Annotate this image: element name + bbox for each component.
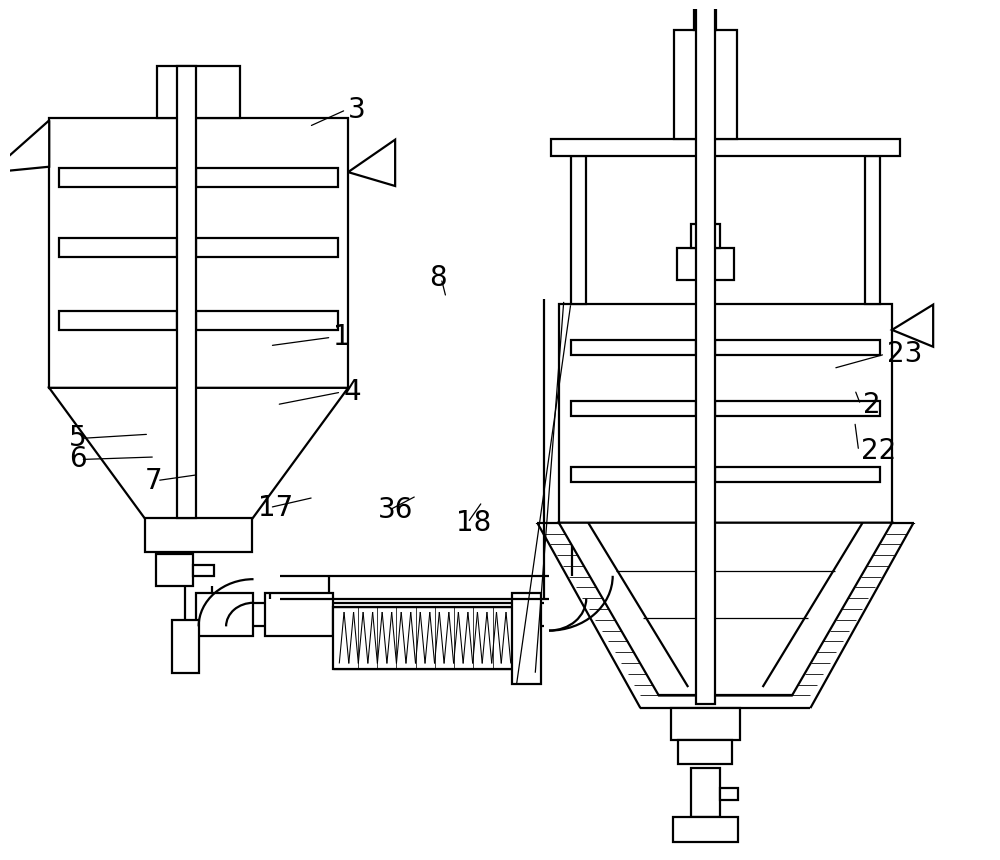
- Bar: [865, 157, 880, 304]
- Polygon shape: [49, 388, 348, 519]
- Bar: [157, 66, 240, 118]
- Bar: [715, 340, 880, 355]
- Bar: [49, 118, 348, 388]
- Text: 1: 1: [333, 323, 351, 351]
- Text: 2: 2: [863, 390, 880, 419]
- Text: 6: 6: [69, 445, 86, 474]
- Bar: [715, 467, 880, 482]
- Text: 23: 23: [887, 341, 922, 368]
- Bar: [551, 139, 900, 157]
- Text: 18: 18: [456, 509, 491, 537]
- Bar: [671, 708, 740, 740]
- Bar: [156, 554, 193, 586]
- Bar: [193, 564, 214, 576]
- Bar: [674, 30, 737, 139]
- Bar: [177, 66, 196, 519]
- Bar: [571, 401, 696, 416]
- Bar: [196, 238, 338, 257]
- Bar: [691, 224, 720, 248]
- Bar: [678, 740, 732, 764]
- Bar: [333, 607, 517, 668]
- Bar: [512, 593, 541, 684]
- Text: 4: 4: [343, 378, 361, 406]
- Bar: [196, 169, 338, 187]
- Bar: [571, 467, 696, 482]
- Bar: [172, 620, 199, 673]
- Text: 8: 8: [429, 264, 447, 292]
- Text: 22: 22: [861, 437, 896, 465]
- Text: 3: 3: [348, 95, 366, 124]
- Polygon shape: [348, 139, 395, 186]
- Bar: [691, 768, 720, 817]
- Bar: [559, 304, 892, 523]
- Polygon shape: [892, 304, 933, 347]
- Bar: [571, 340, 696, 355]
- Bar: [265, 593, 333, 636]
- Bar: [720, 788, 738, 800]
- Bar: [59, 311, 177, 329]
- Bar: [677, 248, 734, 280]
- Text: 36: 36: [378, 496, 413, 524]
- Text: 7: 7: [145, 467, 163, 494]
- Bar: [145, 519, 252, 552]
- Text: 5: 5: [69, 425, 86, 452]
- Polygon shape: [559, 523, 892, 696]
- Bar: [694, 0, 716, 30]
- Bar: [196, 311, 338, 329]
- Polygon shape: [2, 120, 49, 171]
- Bar: [59, 169, 177, 187]
- Text: 17: 17: [258, 494, 293, 521]
- Bar: [696, 0, 715, 703]
- Bar: [715, 401, 880, 416]
- Bar: [571, 157, 586, 304]
- Bar: [59, 238, 177, 257]
- Bar: [196, 593, 253, 636]
- Bar: [673, 817, 738, 842]
